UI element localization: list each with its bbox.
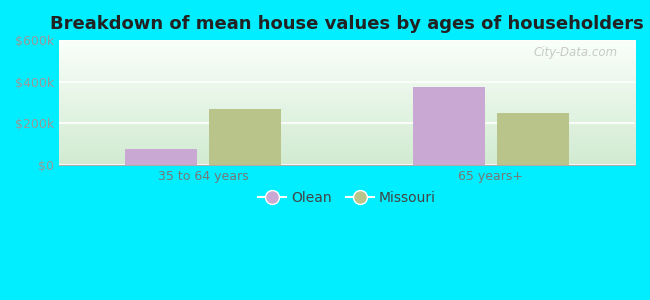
Bar [125,149,197,165]
Bar [497,113,569,165]
Bar [413,87,486,165]
Bar [209,109,281,165]
Legend: Olean, Missouri: Olean, Missouri [252,185,441,210]
Title: Breakdown of mean house values by ages of householders: Breakdown of mean house values by ages o… [50,15,644,33]
Text: City-Data.com: City-Data.com [534,46,618,59]
